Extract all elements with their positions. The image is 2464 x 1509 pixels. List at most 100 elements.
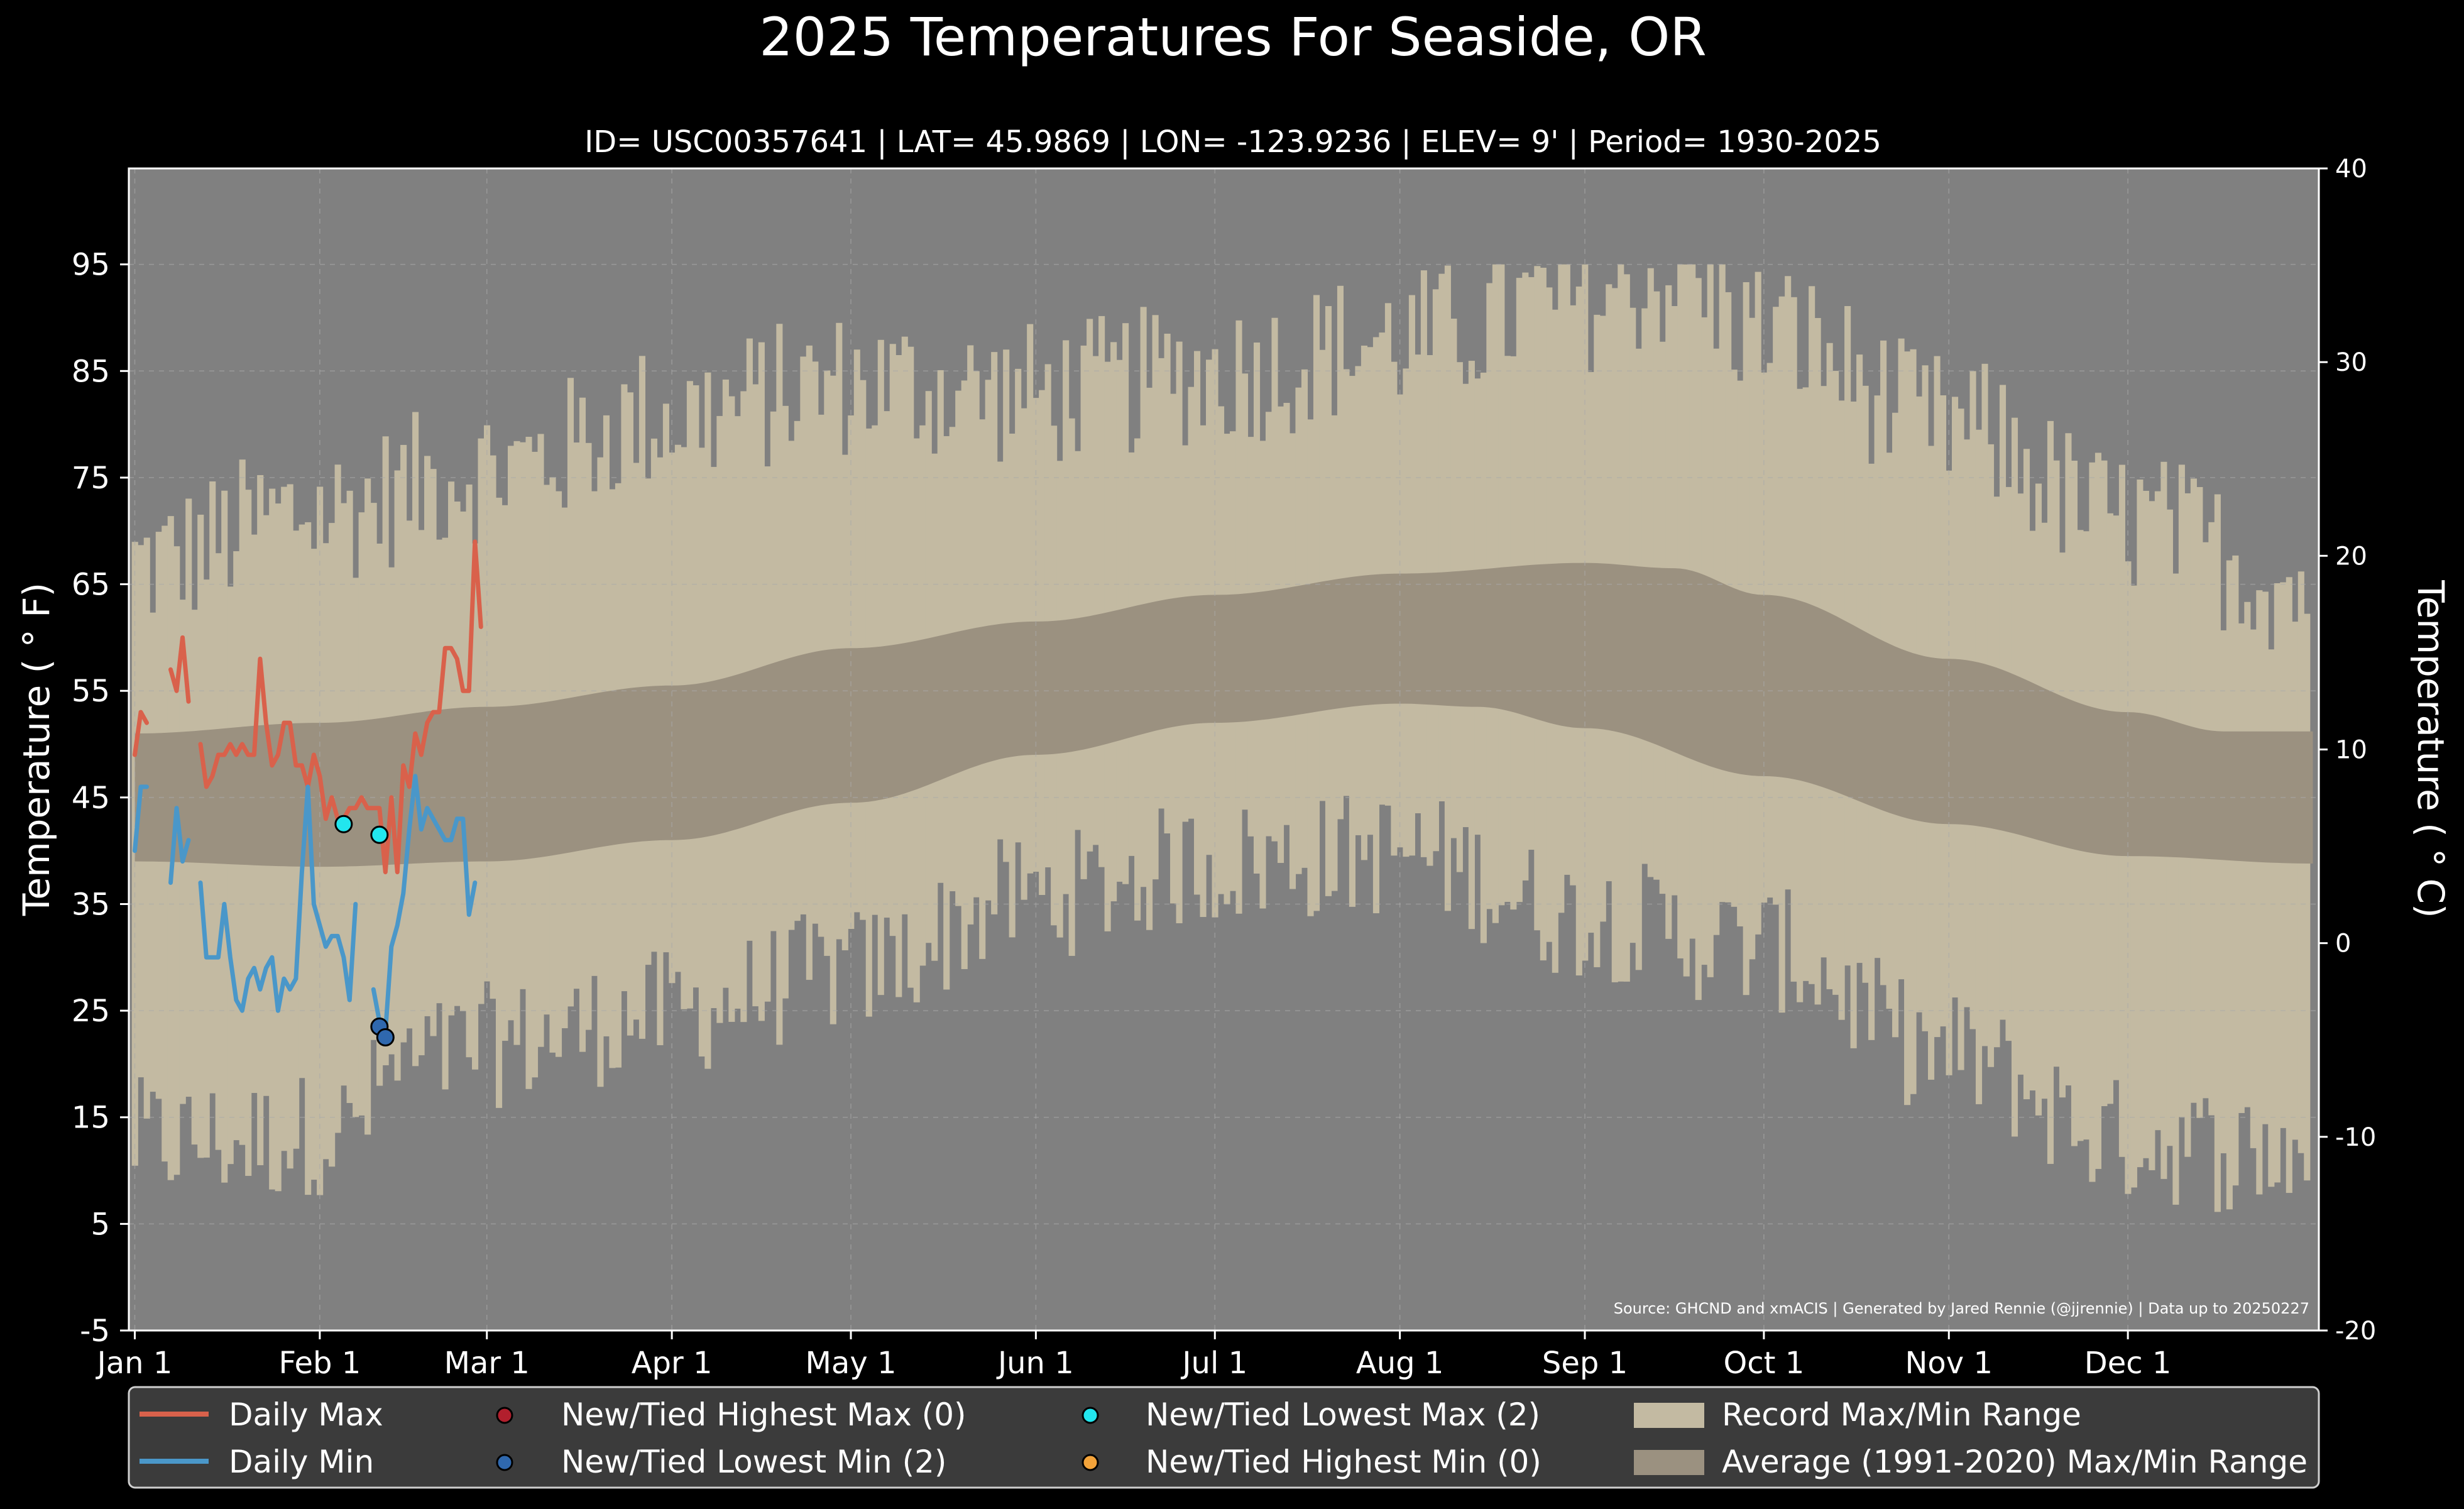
grid-lines: [129, 168, 2319, 1331]
legend-new-low-max-marker: [1081, 1407, 1099, 1424]
record-range-bar: [2220, 630, 2227, 1154]
x-tick-label: May 1: [805, 1346, 896, 1381]
chart-title: 2025 Temperatures For Seaside, OR: [759, 6, 1706, 68]
legend-new-low-min-marker: [496, 1454, 513, 1471]
daily-min-line: [133, 784, 149, 853]
record-range-bar: [2130, 585, 2137, 1188]
y-tick-label-right: 30: [2335, 348, 2367, 377]
legend-record-range-swatch: [1634, 1403, 1704, 1428]
source-note: Source: GHCND and xmACIS | Generated by …: [1614, 1300, 2309, 1317]
y-tick-label-left: 95: [72, 248, 110, 283]
legend-average-range-label: Average (1991-2020) Max/Min Range: [1722, 1444, 2308, 1480]
record-range-bar: [1027, 324, 1034, 874]
new-low-max-marker: [370, 825, 389, 844]
record-range-bar: [567, 378, 574, 1007]
daily-max-line: [133, 710, 149, 757]
record-range-bar: [203, 579, 210, 1158]
record-range-bar: [889, 344, 896, 936]
legend-record-range-label: Record Max/Min Range: [1722, 1397, 2081, 1433]
y-tick-label-left: 55: [72, 674, 110, 709]
y-tick-label-left: 35: [72, 887, 110, 922]
record-range-bar: [800, 356, 807, 914]
record-range-bar: [662, 403, 669, 953]
record-range-bar: [621, 384, 628, 992]
x-tick-label: Nov 1: [1905, 1346, 1993, 1381]
y-tick-label-left: 25: [72, 994, 110, 1029]
record-range-bar: [1140, 307, 1147, 887]
y-tick-label-right: 0: [2335, 930, 2351, 958]
record-range-bar: [1528, 277, 1535, 850]
legend-new-high-max-label: New/Tied Highest Max (0): [561, 1397, 966, 1433]
record-range-bar: [2226, 560, 2233, 1210]
record-range-bar: [2292, 622, 2299, 1140]
record-range-bar: [746, 338, 753, 941]
legend-box: [128, 1386, 2320, 1489]
record-range-bar: [937, 370, 944, 883]
record-range-bar: [1098, 316, 1105, 867]
series-lines: [133, 539, 483, 1034]
record-range-bar: [2250, 629, 2257, 1148]
legend-new-high-min-marker: [1081, 1454, 1099, 1471]
record-range-bar: [1432, 289, 1439, 852]
x-tick-label: Jan 1: [96, 1346, 173, 1381]
record-range-bar: [1271, 317, 1278, 842]
record-range-bar: [2232, 555, 2239, 1186]
record-range-bar: [1384, 303, 1391, 806]
record-range-bar: [1063, 340, 1070, 894]
x-tick-label: Jun 1: [996, 1346, 1074, 1381]
daily-min-line: [371, 774, 478, 1034]
x-tick-label: Jul 1: [1180, 1346, 1247, 1381]
y-tick-label-right: -10: [2335, 1123, 2376, 1152]
record-range-bar: [1241, 373, 1249, 810]
record-range-bar: [1080, 345, 1087, 879]
x-tick-label: Aug 1: [1356, 1346, 1444, 1381]
record-range-bar: [1319, 349, 1326, 801]
new-low-max-marker: [334, 815, 353, 833]
plot-area: Source: GHCND and xmACIS | Generated by …: [128, 167, 2320, 1332]
record-range-bar: [1015, 368, 1022, 843]
y-tick-label-left: 85: [72, 354, 110, 389]
record-range-bar: [1152, 315, 1159, 880]
record-range-bar: [191, 610, 198, 1145]
record-range-bar: [1044, 364, 1051, 868]
record-range-bar: [1438, 273, 1445, 802]
y-tick-label-left: 15: [72, 1100, 110, 1136]
legend: Daily Max Daily Min New/Tied Highest Max…: [128, 1386, 2320, 1489]
record-range-bar: [1785, 276, 1792, 890]
legend-daily-max-label: Daily Max: [229, 1397, 383, 1433]
record-range-bar: [2256, 590, 2263, 1195]
y-tick-label-left: 5: [90, 1207, 110, 1242]
x-tick-label: Dec 1: [2084, 1346, 2172, 1381]
y-tick-label-right: 20: [2335, 542, 2367, 571]
y-tick-label-right: -20: [2335, 1317, 2376, 1346]
record-range-bar: [2238, 623, 2245, 1113]
record-range-bar: [2274, 583, 2281, 1183]
record-range-bar: [901, 336, 908, 914]
record-range-bar: [1003, 349, 1010, 862]
axes: -5 5 15 25 35 45 55 65 75 85 95 -20 -10 0 10 20 30 40 Jan …: [72, 155, 2376, 1381]
record-range-bar: [2172, 573, 2179, 1205]
daily-min-line: [168, 806, 191, 885]
record-range-bar: [2125, 561, 2132, 1194]
record-range-bar: [836, 322, 843, 940]
record-markers: [334, 815, 395, 1047]
new-low-min-marker: [376, 1028, 395, 1047]
record-range-bar: [2268, 649, 2275, 1187]
y-axis-label-left: Temperature ( ° F): [15, 583, 58, 916]
legend-new-low-min-label: New/Tied Lowest Min (2): [561, 1444, 946, 1480]
y-tick-label-left: 45: [72, 781, 110, 816]
record-range-bar: [2304, 613, 2311, 1181]
record-range-bar: [812, 361, 819, 924]
legend-new-low-max-label: New/Tied Lowest Max (2): [1146, 1397, 1540, 1433]
x-tick-label: Feb 1: [278, 1346, 361, 1381]
y-tick-label-left: -5: [80, 1314, 110, 1349]
y-tick-label-left: 65: [72, 568, 110, 603]
record-range-bar: [227, 586, 234, 1165]
daily-min-line: [198, 784, 358, 1013]
record-range-bar: [1122, 323, 1129, 884]
y-tick-label-right: 40: [2335, 155, 2367, 184]
record-range-bar: [1087, 319, 1093, 852]
record-range-bar: [1420, 270, 1427, 857]
y-tick-label-right: 10: [2335, 736, 2367, 765]
